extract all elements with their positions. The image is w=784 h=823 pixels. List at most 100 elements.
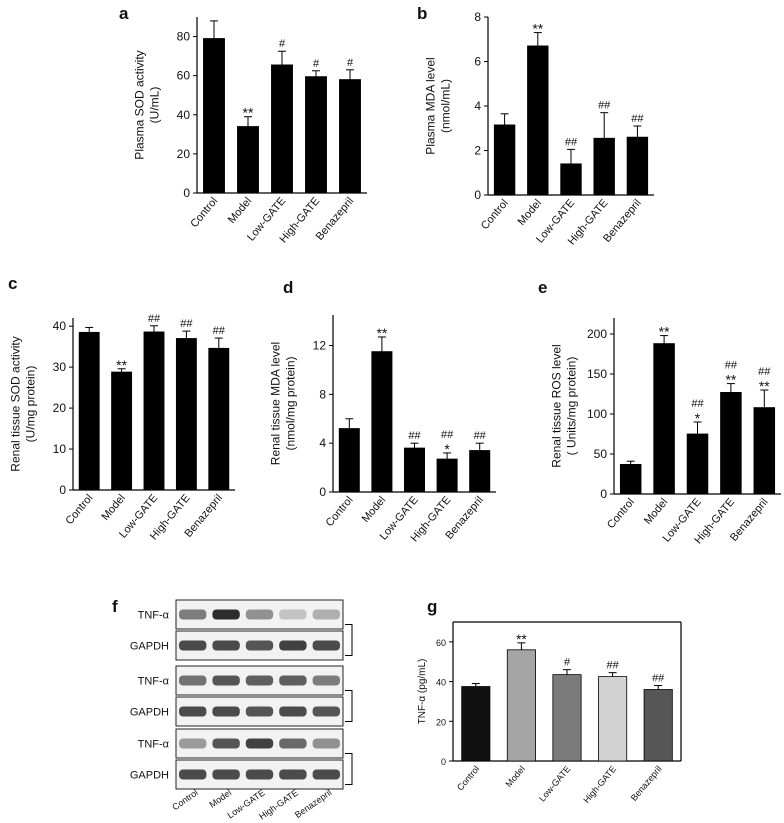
significance-annotation: ## [180, 318, 193, 330]
blot-band [212, 706, 240, 717]
y-tick-label: 30 [53, 360, 67, 374]
bar-benazepril [643, 689, 673, 762]
y-tick-label: 6 [474, 55, 481, 69]
x-tick-label: Model [504, 764, 527, 789]
significance-annotation: ## [652, 673, 665, 685]
blot-row-label: GAPDH [130, 641, 169, 653]
bar-benazepril [339, 79, 361, 194]
blot-row-label: GAPDH [130, 770, 169, 782]
blot-band [312, 609, 340, 620]
bar-lowgate [560, 163, 582, 196]
significance-annotation: ## [606, 660, 619, 672]
y-tick-label: 8 [319, 387, 326, 401]
bar-control [461, 686, 491, 762]
y-tick-label: 2 [474, 144, 481, 158]
x-tick-label: Model [99, 492, 127, 523]
y-tick-label: 20 [436, 717, 446, 727]
y-tick-label: 40 [177, 108, 191, 122]
blot-band [312, 675, 340, 686]
chart-panel-c: c 0 10 20 30 40 Renal tissue SOD activity (U/mg… [8, 274, 235, 542]
bar-lowgate [271, 64, 293, 194]
blot-row-label: TNF-α [138, 676, 170, 688]
blot-band [179, 675, 207, 686]
blot-band [245, 640, 274, 651]
blot-row-label: TNF-α [138, 739, 170, 751]
blot-row-label: GAPDH [130, 707, 169, 719]
blot-band [179, 738, 207, 749]
y-tick-label: 0 [600, 487, 607, 501]
blot-band [245, 769, 274, 780]
panel-letter-c: c [8, 274, 17, 293]
y-axis-label: (nmol/mL) [439, 79, 453, 133]
blot-row-label: TNF-α [138, 610, 170, 622]
y-tick-label: 20 [53, 401, 67, 415]
y-tick-label: 8 [474, 10, 481, 24]
significance-annotation: # [313, 58, 320, 70]
x-tick-label: Control [64, 492, 96, 527]
x-tick-label: Control [324, 494, 356, 529]
panel-letter-e: e [538, 278, 547, 297]
x-tick-label: Control [455, 764, 481, 793]
y-tick-label: 10 [53, 442, 67, 456]
y-axis-label: ( Units/mg protein) [565, 357, 579, 456]
y-tick-label: 50 [594, 447, 608, 461]
blot-lane-label: Model [207, 787, 233, 809]
blot-band [179, 769, 207, 780]
significance-annotation: ## [725, 360, 738, 372]
blot-band [179, 706, 207, 717]
bar-control [619, 463, 642, 495]
y-tick-label: 150 [587, 367, 607, 381]
blot-band [212, 738, 240, 749]
bar-highgate [436, 458, 458, 493]
bar-lowgate [143, 331, 165, 491]
significance-annotation: ## [758, 366, 771, 378]
bar-model [371, 351, 393, 493]
blot-band [279, 640, 307, 651]
bar-benazepril [626, 136, 649, 196]
bar-control [78, 331, 100, 491]
y-tick-label: 100 [587, 407, 607, 421]
y-tick-label: 40 [53, 319, 67, 333]
bar-benazepril [208, 347, 230, 491]
y-axis-label: (U/mg protein) [24, 366, 38, 443]
bar-lowgate [686, 433, 709, 495]
significance-annotation: ** [376, 325, 387, 341]
chart-panel-b: b 0 2 4 6 8 Plasma MDA level (nmol/mL) Control **… [417, 4, 654, 247]
y-tick-label: 0 [474, 188, 481, 202]
group-bracket [345, 690, 353, 722]
blot-band [179, 640, 207, 651]
bar-model [237, 126, 259, 194]
significance-annotation: # [564, 657, 571, 669]
bar-control [338, 428, 360, 493]
significance-annotation: ## [691, 398, 704, 410]
bar-lowgate [403, 447, 426, 493]
significance-annotation: ## [631, 113, 644, 125]
panel-letter-g: g [427, 597, 437, 616]
bar-model [527, 45, 549, 196]
y-tick-label: 4 [474, 99, 481, 113]
bar-highgate [720, 391, 742, 495]
bar-model [506, 649, 536, 762]
bar-model [653, 343, 675, 495]
blot-band [312, 769, 340, 780]
x-tick-label: Model [642, 496, 670, 527]
blot-lane-label: Control [170, 787, 200, 812]
significance-annotation: ## [148, 313, 161, 325]
significance-annotation: ## [441, 429, 454, 441]
blot-band [212, 640, 240, 651]
x-tick-label: High-GATE [581, 764, 618, 805]
bar-benazepril [469, 450, 491, 493]
blot-band [279, 769, 307, 780]
y-axis-label: (U/mL) [148, 87, 162, 124]
bar-highgate [305, 76, 327, 194]
y-tick-label: 0 [319, 485, 326, 499]
blot-band [312, 640, 340, 651]
y-tick-label: 12 [313, 339, 327, 353]
blot-band [245, 609, 274, 620]
y-axis-label: Renal tissue MDA level [269, 342, 283, 465]
blot-band [312, 738, 340, 749]
y-tick-label: 40 [436, 678, 446, 688]
y-tick-label: 200 [587, 327, 607, 341]
